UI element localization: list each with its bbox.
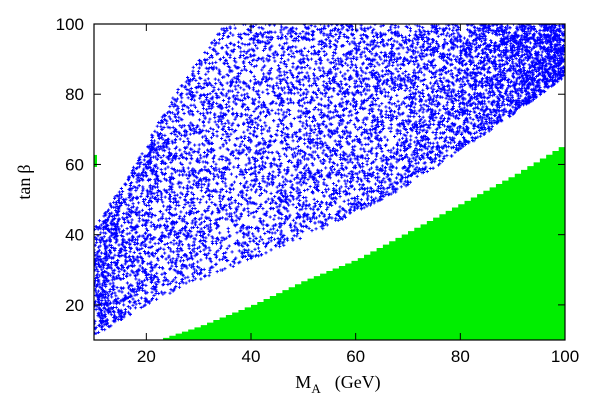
edge-marker-0 xyxy=(94,154,97,167)
y-axis-label-main: tan xyxy=(14,178,34,200)
x-tick-label-2: 60 xyxy=(346,347,365,366)
y-axis-label: tan β xyxy=(14,164,34,199)
y-tick-label-1: 40 xyxy=(65,226,84,245)
y-tick-label-2: 60 xyxy=(65,155,84,174)
tick-labels: 20 40 60 80 100 20 40 60 80 100 xyxy=(56,15,580,366)
plot-frame xyxy=(93,23,566,341)
axis-ticks xyxy=(94,23,566,340)
x-tick-label-4: 100 xyxy=(551,347,579,366)
x-axis-label-sub: A xyxy=(311,381,321,396)
blue-scatter-points xyxy=(94,24,565,336)
x-tick-label-3: 80 xyxy=(451,347,470,366)
plot-area xyxy=(94,24,565,340)
y-tick-label-0: 20 xyxy=(65,296,84,315)
y-tick-label-3: 80 xyxy=(65,85,84,104)
y-axis-label-greek: β xyxy=(14,164,34,173)
x-tick-label-1: 40 xyxy=(242,347,261,366)
y-tick-label-4: 100 xyxy=(56,15,84,34)
x-axis-label: MA (GeV) xyxy=(295,372,380,396)
green-excluded-region xyxy=(156,143,565,340)
x-tick-label-0: 20 xyxy=(137,347,156,366)
x-axis-label-main: M xyxy=(295,372,311,392)
x-axis-label-unit: (GeV) xyxy=(335,372,381,393)
